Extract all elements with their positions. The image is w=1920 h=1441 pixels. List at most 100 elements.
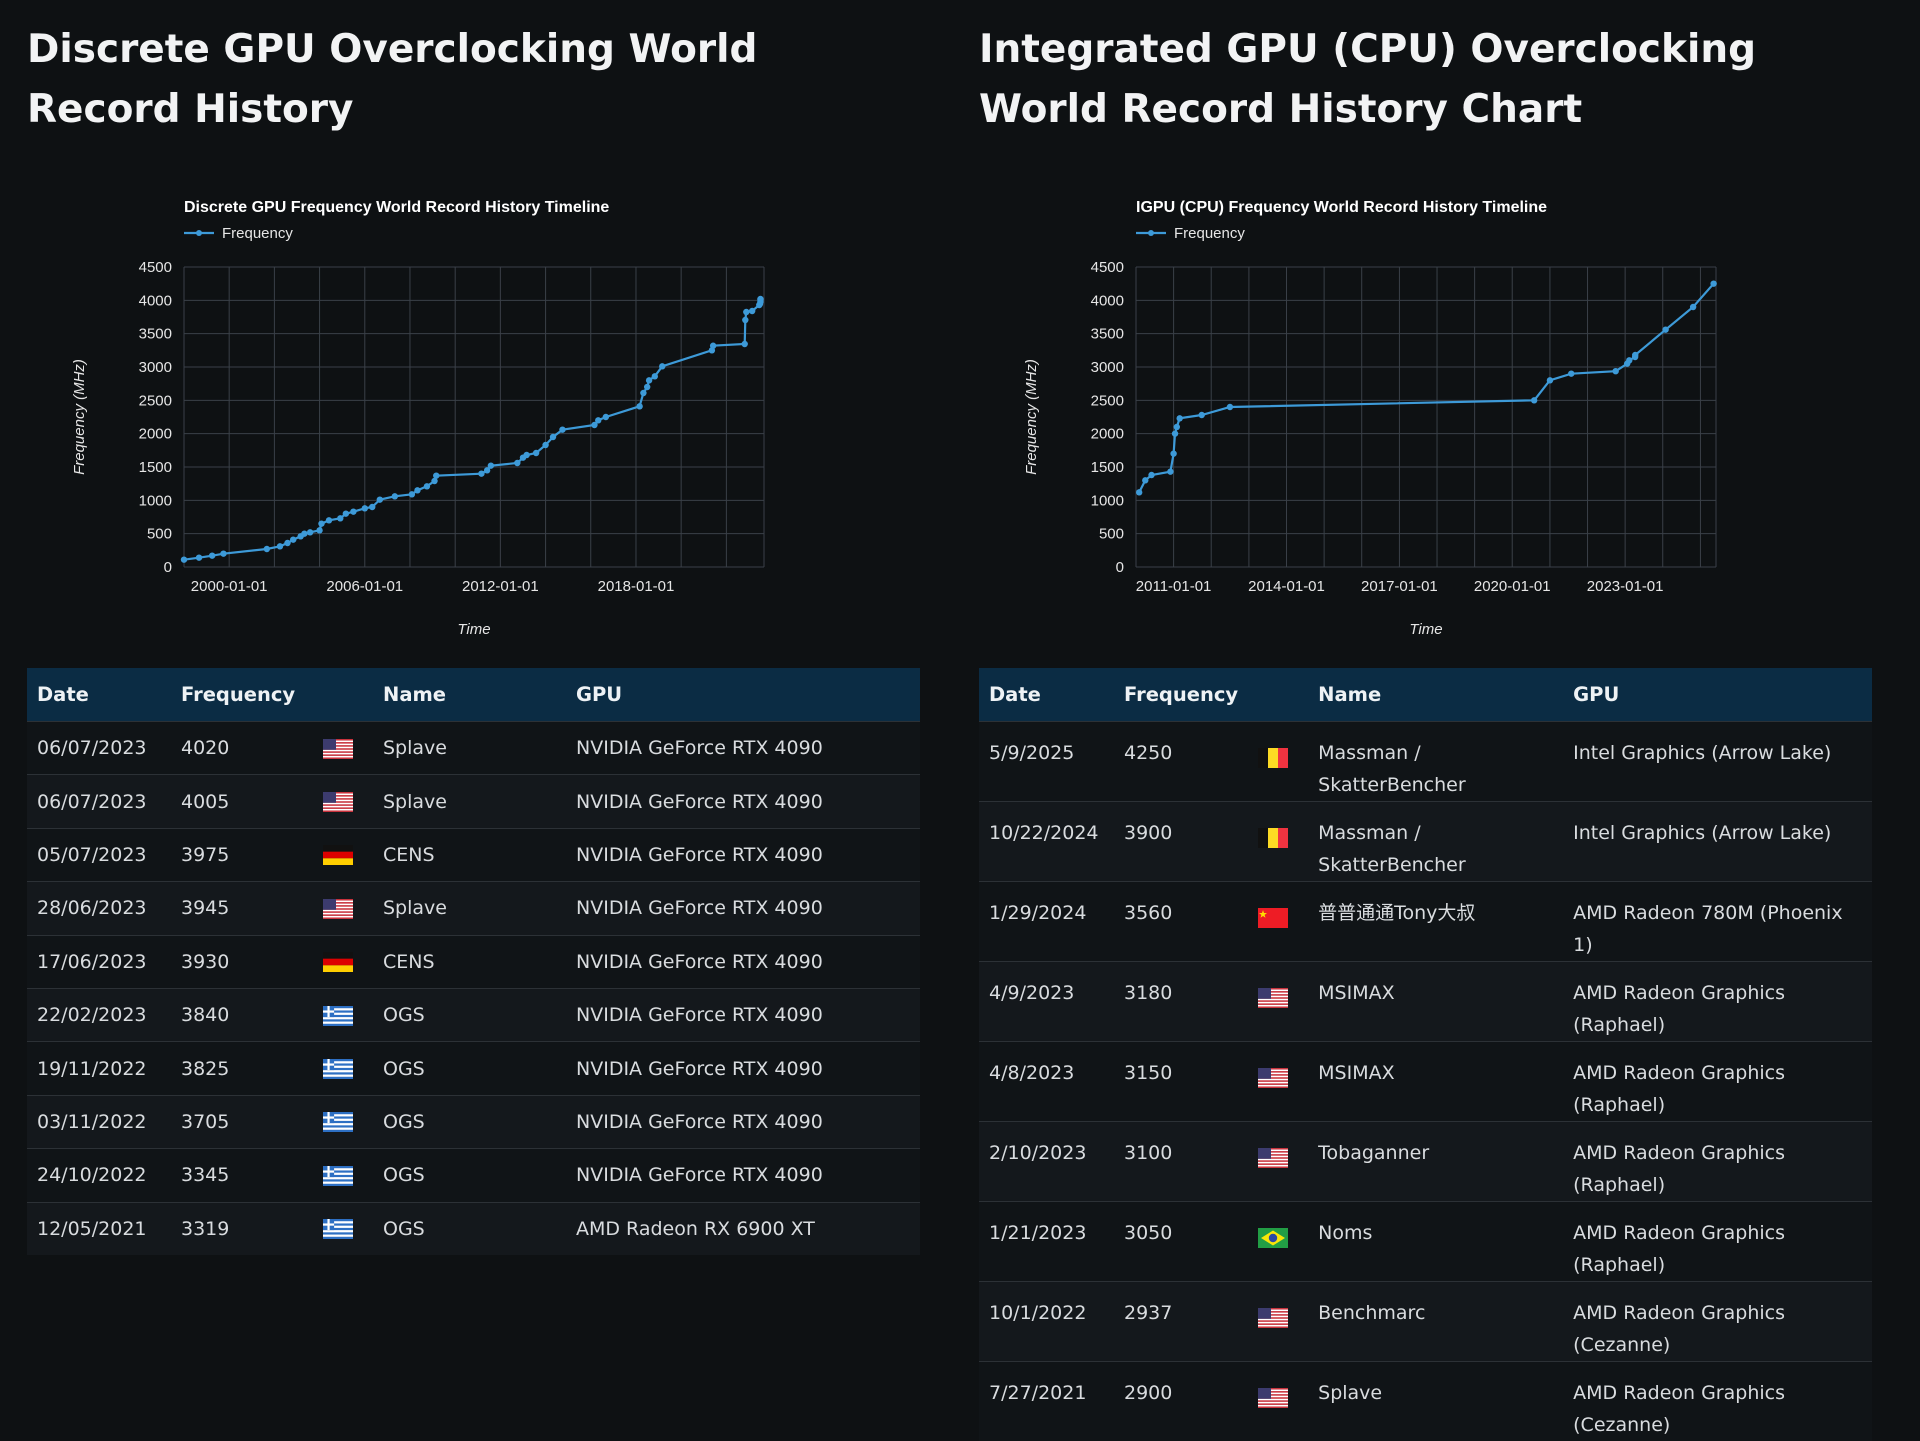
data-point[interactable] <box>1612 368 1618 374</box>
data-point[interactable] <box>523 452 529 458</box>
data-point[interactable] <box>362 505 368 511</box>
date-cell: 28/06/2023 <box>27 882 171 935</box>
data-point[interactable] <box>433 472 439 478</box>
data-point[interactable] <box>550 434 556 440</box>
data-point[interactable] <box>392 493 398 499</box>
data-point[interactable] <box>1148 472 1154 478</box>
data-point[interactable] <box>1174 424 1180 430</box>
data-point[interactable] <box>181 556 187 562</box>
data-point[interactable] <box>640 390 646 396</box>
data-point[interactable] <box>1690 304 1696 310</box>
data-point[interactable] <box>1176 415 1182 421</box>
data-point[interactable] <box>742 317 748 323</box>
column-header-name[interactable]: Name <box>373 668 566 722</box>
data-point[interactable] <box>603 414 609 420</box>
column-header-frequency[interactable]: Frequency <box>1114 668 1248 722</box>
data-point[interactable] <box>636 403 642 409</box>
column-header-date[interactable]: Date <box>27 668 171 722</box>
column-header-date[interactable]: Date <box>979 668 1114 722</box>
data-point[interactable] <box>377 496 383 502</box>
data-point[interactable] <box>659 363 665 369</box>
data-point[interactable] <box>1172 430 1178 436</box>
data-point[interactable] <box>337 515 343 521</box>
data-point[interactable] <box>757 296 763 302</box>
data-point[interactable] <box>424 483 430 489</box>
data-point[interactable] <box>326 517 332 523</box>
data-point[interactable] <box>1170 450 1176 456</box>
data-point[interactable] <box>1531 397 1537 403</box>
flag-be-icon <box>1258 828 1288 848</box>
data-point[interactable] <box>743 309 749 315</box>
data-point[interactable] <box>1710 280 1716 286</box>
data-point[interactable] <box>1568 370 1574 376</box>
column-header-frequency[interactable]: Frequency <box>171 668 313 722</box>
data-point[interactable] <box>644 384 650 390</box>
flag-us-icon <box>323 899 353 919</box>
data-point[interactable] <box>209 552 215 558</box>
data-point[interactable] <box>488 462 494 468</box>
data-point[interactable] <box>595 417 601 423</box>
column-header-gpu[interactable]: GPU <box>1563 668 1872 722</box>
data-point[interactable] <box>533 450 539 456</box>
data-point[interactable] <box>264 546 270 552</box>
data-point[interactable] <box>409 491 415 497</box>
data-point[interactable] <box>414 487 420 493</box>
name-cell: Splave <box>1308 1362 1563 1441</box>
data-point[interactable] <box>277 543 283 549</box>
data-point[interactable] <box>1199 412 1205 418</box>
data-point[interactable] <box>1632 352 1638 358</box>
data-point[interactable] <box>514 460 520 466</box>
data-point[interactable] <box>1136 489 1142 495</box>
data-point[interactable] <box>652 373 658 379</box>
data-point[interactable] <box>1227 404 1233 410</box>
column-header-gpu[interactable]: GPU <box>566 668 920 722</box>
data-point[interactable] <box>196 554 202 560</box>
data-point[interactable] <box>646 377 652 383</box>
data-point[interactable] <box>1142 477 1148 483</box>
y-tick-label: 4500 <box>1091 259 1124 276</box>
column-header-name[interactable]: Name <box>1308 668 1563 722</box>
gpu-cell: NVIDIA GeForce RTX 4090 <box>566 1149 920 1202</box>
data-point[interactable] <box>350 508 356 514</box>
y-axis-label: Frequency (MHz) <box>71 359 88 475</box>
data-point[interactable] <box>318 520 324 526</box>
data-point[interactable] <box>369 504 375 510</box>
data-point[interactable] <box>307 529 313 535</box>
data-point[interactable] <box>284 540 290 546</box>
data-point[interactable] <box>710 343 716 349</box>
data-point[interactable] <box>290 536 296 542</box>
data-point[interactable] <box>220 550 226 556</box>
data-point[interactable] <box>1547 377 1553 383</box>
data-point[interactable] <box>1626 357 1632 363</box>
data-point[interactable] <box>478 470 484 476</box>
data-point[interactable] <box>343 510 349 516</box>
data-point[interactable] <box>301 530 307 536</box>
data-point[interactable] <box>741 341 747 347</box>
y-tick-label: 2000 <box>139 426 172 443</box>
data-point[interactable] <box>1167 468 1173 474</box>
data-point[interactable] <box>316 527 322 533</box>
data-point[interactable] <box>749 308 755 314</box>
data-point[interactable] <box>542 442 548 448</box>
data-point[interactable] <box>1662 326 1668 332</box>
data-point[interactable] <box>559 426 565 432</box>
